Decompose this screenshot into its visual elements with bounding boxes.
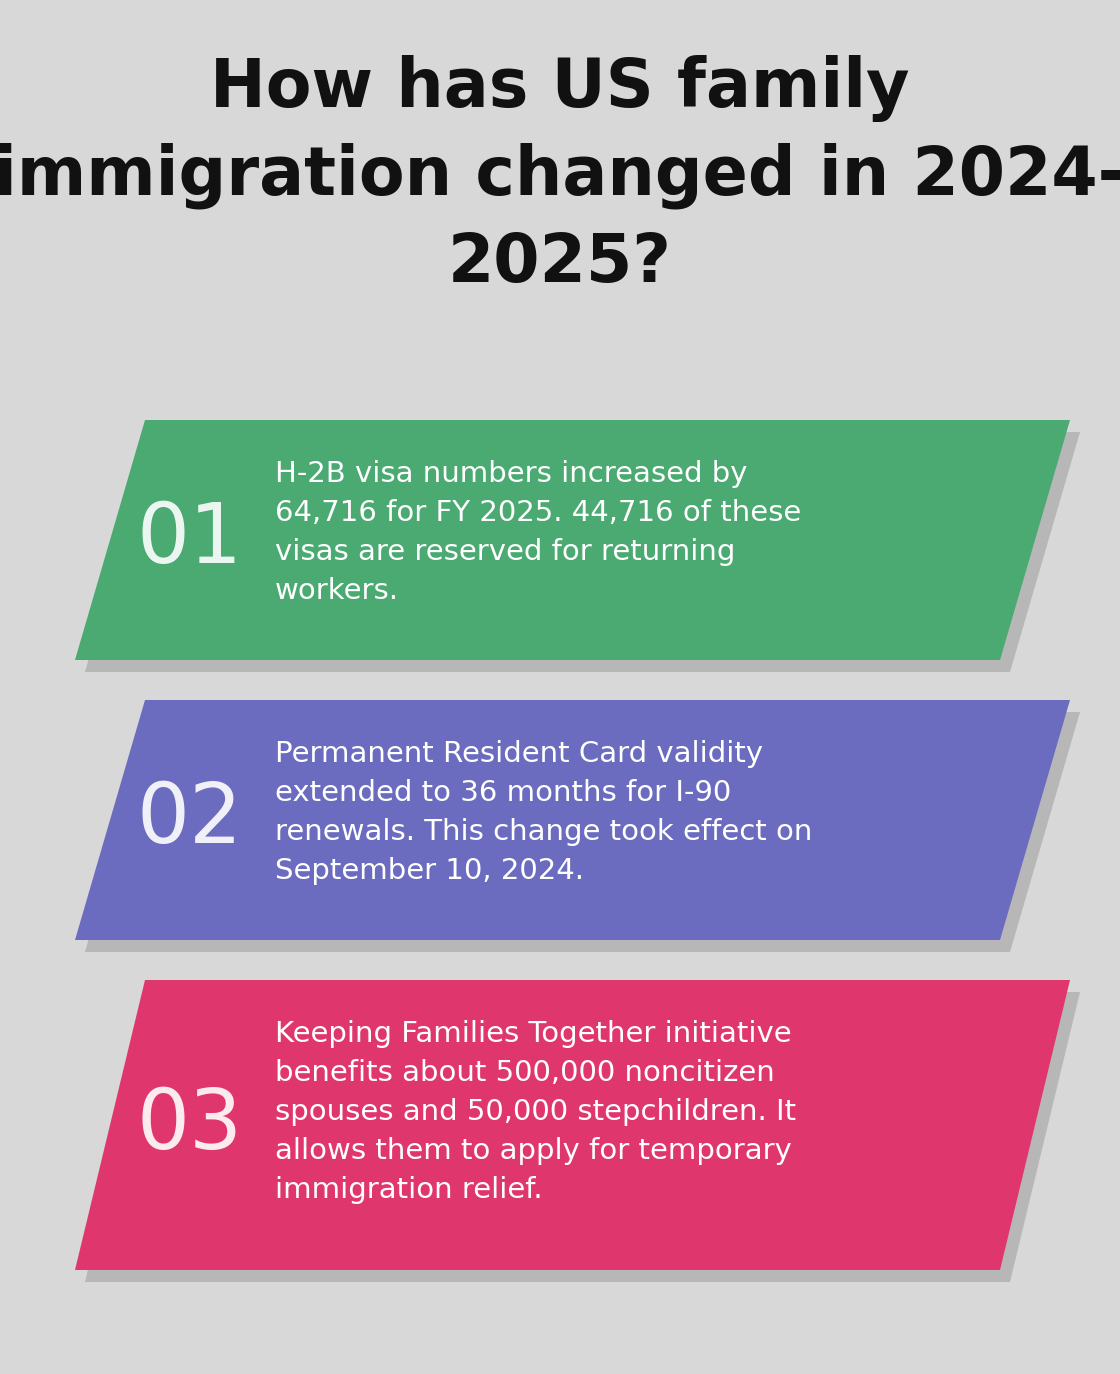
Text: H-2B visa numbers increased by
64,716 for FY 2025. 44,716 of these
visas are res: H-2B visa numbers increased by 64,716 fo… [276, 460, 801, 605]
Polygon shape [75, 420, 1070, 660]
Polygon shape [85, 992, 1080, 1282]
Polygon shape [75, 980, 1070, 1270]
Text: 03: 03 [137, 1084, 243, 1165]
Text: Keeping Families Together initiative
benefits about 500,000 noncitizen
spouses a: Keeping Families Together initiative ben… [276, 1020, 796, 1204]
Polygon shape [75, 699, 1070, 940]
Polygon shape [85, 712, 1080, 952]
Text: How has US family
immigration changed in 2024-
2025?: How has US family immigration changed in… [0, 55, 1120, 297]
Text: 02: 02 [137, 779, 243, 860]
Text: 01: 01 [137, 500, 243, 580]
Text: Permanent Resident Card validity
extended to 36 months for I-90
renewals. This c: Permanent Resident Card validity extende… [276, 741, 812, 885]
Polygon shape [85, 431, 1080, 672]
